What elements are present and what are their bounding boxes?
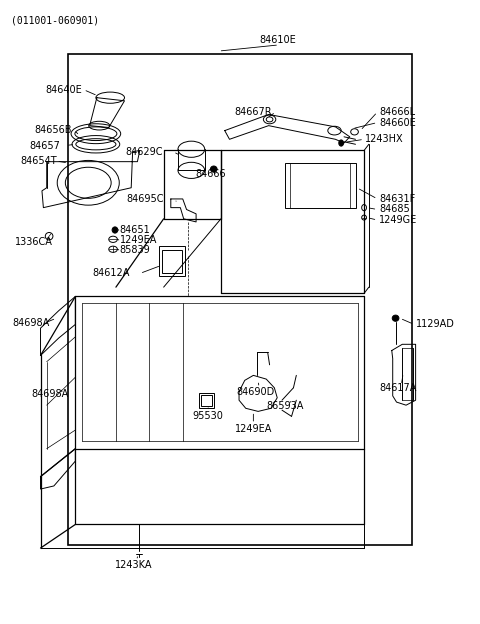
Text: 84640E: 84640E — [45, 85, 82, 95]
Text: 84629C: 84629C — [125, 147, 163, 157]
Text: 85839: 85839 — [120, 245, 151, 255]
Ellipse shape — [112, 227, 118, 233]
Text: 84612A: 84612A — [92, 268, 129, 278]
Text: 1249GE: 1249GE — [379, 215, 418, 225]
Text: 95530: 95530 — [192, 411, 223, 421]
Text: 84666L: 84666L — [379, 107, 416, 117]
Text: 1336CA: 1336CA — [15, 237, 53, 248]
Text: 84610E: 84610E — [260, 35, 297, 45]
Text: 84660E: 84660E — [379, 117, 416, 127]
Text: 84698A: 84698A — [32, 389, 69, 399]
Text: 1243HX: 1243HX — [365, 134, 404, 144]
Text: 84651: 84651 — [120, 225, 151, 235]
Ellipse shape — [339, 140, 344, 146]
Text: 84656B: 84656B — [34, 125, 72, 135]
Text: 84698A: 84698A — [12, 318, 49, 328]
Text: 84667R: 84667R — [235, 107, 272, 117]
Ellipse shape — [210, 166, 217, 172]
Text: 1243KA: 1243KA — [115, 560, 153, 570]
Text: 1129AD: 1129AD — [416, 319, 455, 329]
Text: (011001-060901): (011001-060901) — [11, 15, 99, 25]
Text: 84631F: 84631F — [379, 194, 416, 204]
Bar — [68, 54, 412, 545]
Text: 84690D: 84690D — [236, 386, 275, 396]
Text: 84657: 84657 — [30, 140, 61, 150]
Ellipse shape — [392, 315, 399, 321]
Text: 1249EA: 1249EA — [120, 235, 157, 245]
Text: 84617A: 84617A — [380, 383, 417, 392]
Text: 84666: 84666 — [195, 169, 226, 179]
Bar — [162, 250, 182, 273]
Bar — [285, 163, 356, 208]
Bar — [199, 392, 214, 408]
Bar — [201, 395, 212, 406]
Bar — [159, 246, 185, 276]
Text: 84685: 84685 — [379, 205, 410, 215]
Text: 86593A: 86593A — [267, 401, 304, 411]
Text: 84654T: 84654T — [20, 156, 57, 166]
Text: 84695C: 84695C — [126, 194, 164, 204]
Text: 1249EA: 1249EA — [235, 424, 272, 434]
